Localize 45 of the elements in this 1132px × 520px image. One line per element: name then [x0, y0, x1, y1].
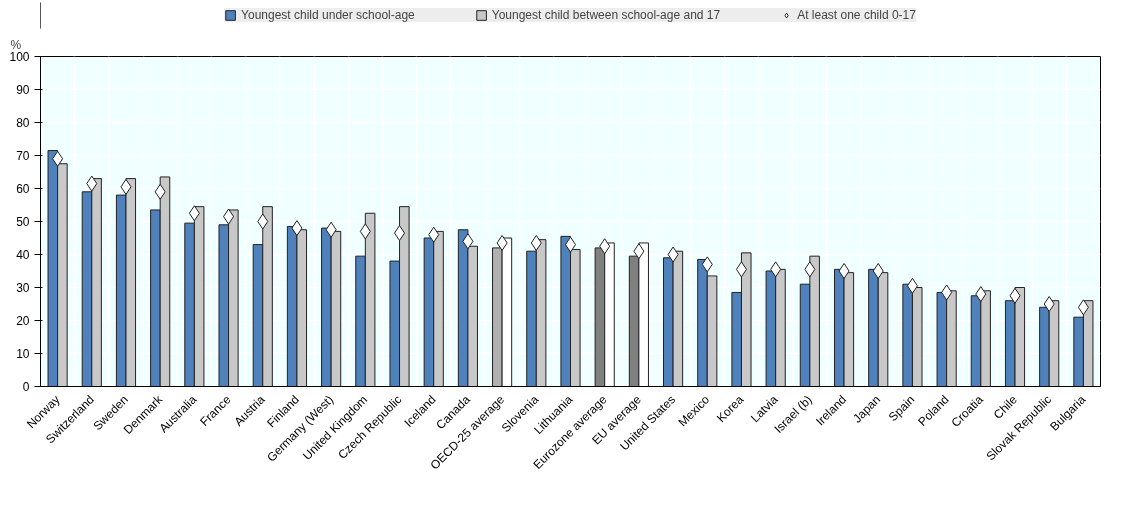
point [599, 238, 611, 255]
point [804, 261, 816, 278]
point [325, 221, 337, 238]
point [701, 256, 713, 273]
point [496, 234, 508, 251]
point [941, 284, 953, 301]
point [735, 261, 747, 278]
y-axis-title: % [10, 37, 22, 52]
point [223, 208, 235, 225]
y-tick-label: 70 [16, 149, 30, 163]
legend-label: Youngest child between school-age and 17 [491, 8, 721, 22]
point [120, 178, 132, 195]
y-tick-label: 40 [16, 248, 30, 262]
y-tick-label: 10 [16, 347, 30, 361]
point [52, 150, 64, 167]
point [428, 226, 440, 243]
point [1077, 299, 1089, 316]
y-tick-label: 20 [16, 314, 30, 328]
y-tick-label: 50 [16, 215, 30, 229]
point [1043, 296, 1055, 312]
y-tick-label: 60 [16, 182, 30, 196]
point [154, 183, 166, 200]
legend-label: Youngest child under school-age [241, 8, 415, 22]
point [667, 246, 679, 263]
y-tick-label: 90 [16, 83, 30, 97]
point [359, 223, 371, 240]
point [462, 233, 474, 250]
point [188, 205, 200, 222]
legend-label: At least one child 0-17 [797, 8, 916, 22]
point [394, 225, 406, 242]
y-tick-label: 30 [16, 281, 30, 295]
point [770, 261, 782, 278]
point [530, 234, 542, 251]
point [1009, 287, 1021, 304]
point [633, 243, 645, 260]
point [291, 220, 303, 237]
point [257, 213, 269, 230]
point [906, 277, 918, 294]
point [975, 286, 987, 303]
y-tick-label: 100 [9, 50, 30, 64]
point [838, 263, 850, 279]
point [872, 263, 884, 279]
y-tick-label: 80 [16, 116, 30, 130]
point [86, 175, 98, 192]
y-tick-label: 0 [22, 380, 30, 394]
